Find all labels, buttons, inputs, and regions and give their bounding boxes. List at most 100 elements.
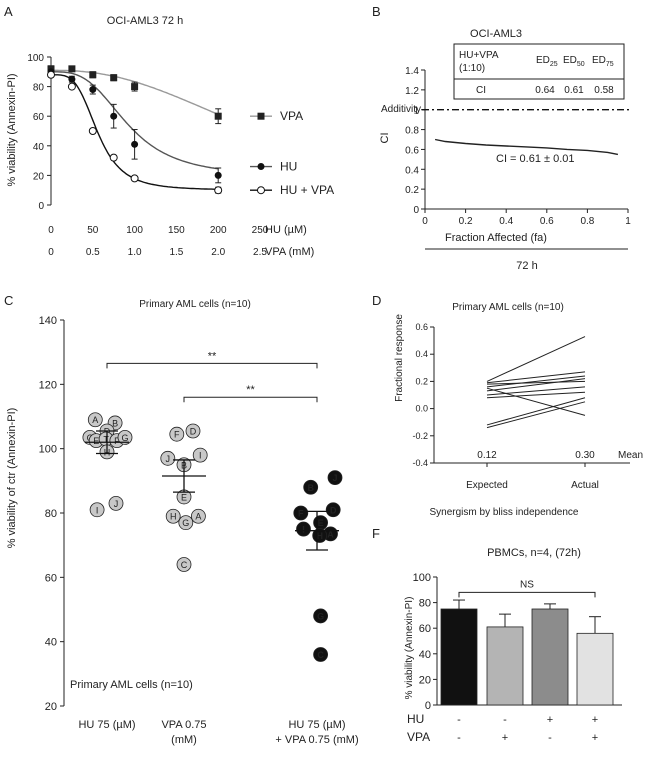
f-vpa-mark: + xyxy=(502,732,508,744)
c-point-label: B xyxy=(307,483,314,493)
chart-b-ylabel: CI xyxy=(379,133,391,144)
panel-b: B OCI-AML3 CI Fraction Affected (fa) 72 … xyxy=(372,4,631,272)
c-point-label: D xyxy=(190,426,197,436)
c-point xyxy=(296,521,311,537)
b-x-tick-label: 0.4 xyxy=(499,216,513,227)
a-x1-tick-label: 250 xyxy=(252,225,269,236)
c-point-label: B xyxy=(112,418,118,428)
c-point-label: I xyxy=(96,505,99,515)
c-point xyxy=(108,495,124,511)
c-point-label: J xyxy=(332,473,337,483)
d-y-tick-label: 0.6 xyxy=(415,322,428,332)
f-y-tick-label: 0 xyxy=(425,700,431,712)
d-x-tick-label: Expected xyxy=(466,480,508,491)
f-row-label-hu: HU xyxy=(407,712,424,726)
c-point xyxy=(169,426,185,442)
f-hu-mark: - xyxy=(503,714,507,726)
c-y-tick-label: 140 xyxy=(39,315,57,327)
c-point-label: G xyxy=(317,611,324,621)
f-row-label-vpa: VPA xyxy=(407,730,430,744)
a-point-filled xyxy=(89,86,97,94)
b-y-tick-label: 0.8 xyxy=(405,126,419,137)
d-y-tick-label: 0.4 xyxy=(415,349,428,359)
c-point xyxy=(165,508,181,524)
chart-f-ylabel: % viability (Annexin-PI) xyxy=(404,597,415,700)
d-y-tick-label: -0.2 xyxy=(412,431,428,441)
ci-table-header-0b: (1:10) xyxy=(459,63,485,74)
c-x-label: + VPA 0.75 (mM) xyxy=(275,734,358,746)
b-y-tick-label: 1 xyxy=(413,106,419,117)
c-point-label: C xyxy=(181,560,188,570)
c-point-label: E xyxy=(318,518,324,528)
d-pair-line xyxy=(486,378,586,392)
a-x2-tick-label: 1.5 xyxy=(169,247,183,258)
a-legend-marker xyxy=(257,112,265,120)
a-fit-curve xyxy=(51,69,219,116)
c-point xyxy=(190,508,206,524)
c-point-label: G xyxy=(182,518,189,528)
b-x-tick-label: 0 xyxy=(422,216,428,227)
ci-table-header-2: ED50 xyxy=(563,55,585,68)
a-y-tick-label: 40 xyxy=(33,142,45,153)
d-pair-line xyxy=(486,375,586,388)
chart-f-title: PBMCs, n=4, (72h) xyxy=(487,547,581,559)
d-y-tick-label: 0.2 xyxy=(415,376,428,386)
f-sig-label: NS xyxy=(520,579,534,590)
f-vpa-mark: - xyxy=(548,732,552,744)
c-point-label: E xyxy=(93,436,99,446)
chart-c-inner-label: Primary AML cells (n=10) xyxy=(70,679,193,691)
c-y-tick-label: 40 xyxy=(45,637,57,649)
d-x-tick-label: Actual xyxy=(571,480,599,491)
f-y-tick-label: 100 xyxy=(413,572,431,584)
a-point-square xyxy=(110,74,118,82)
c-point-label: E xyxy=(181,492,187,502)
panel-letter-b: B xyxy=(372,4,381,19)
f-hu-mark: + xyxy=(592,714,598,726)
d-pair-line xyxy=(486,387,586,416)
panel-letter-a: A xyxy=(4,4,13,19)
a-x1-tick-label: 200 xyxy=(210,225,227,236)
a-x2-tick-label: 0.5 xyxy=(86,247,100,258)
c-point-label: I xyxy=(199,451,202,461)
a-point-open xyxy=(47,70,55,79)
a-point-filled xyxy=(110,112,118,120)
f-hu-mark: - xyxy=(457,714,461,726)
c-point-label: F xyxy=(298,509,304,519)
a-point-open xyxy=(67,82,76,91)
b-y-tick-label: 0 xyxy=(413,205,419,216)
c-point-label: A xyxy=(327,529,334,539)
b-ci-curve xyxy=(434,138,619,156)
a-point-open xyxy=(109,153,118,162)
a-x2-tick-label: 2.0 xyxy=(211,247,225,258)
d-y-tick-label: -0.4 xyxy=(412,458,428,468)
c-point-label: J xyxy=(114,499,119,509)
d-mean-value: 0.30 xyxy=(575,450,595,461)
chart-b-title: OCI-AML3 xyxy=(470,28,522,40)
a-x2-tick-label: 2.5 xyxy=(253,247,267,258)
d-pair-line xyxy=(486,371,586,384)
chart-a-title: OCI-AML3 72 h xyxy=(107,15,183,27)
ci-table-row-label: CI xyxy=(476,85,486,96)
d-pair-line xyxy=(486,336,586,382)
a-x2-tick-label: 0 xyxy=(48,247,54,258)
chart-a-x1-label: HU (µM) xyxy=(265,224,307,236)
b-x-tick-label: 0.8 xyxy=(580,216,594,227)
panel-letter-c: C xyxy=(4,293,13,308)
c-sig-bracket xyxy=(106,362,318,369)
b-x-tick-label: 0.6 xyxy=(540,216,554,227)
a-x1-tick-label: 150 xyxy=(168,225,185,236)
c-point xyxy=(313,647,329,662)
a-x1-tick-label: 100 xyxy=(126,225,143,236)
c-y-tick-label: 60 xyxy=(45,572,57,584)
d-pair-line xyxy=(486,397,586,426)
c-point xyxy=(117,430,133,445)
c-point xyxy=(312,528,328,543)
chart-c-ylabel: % viability of ctr (Annexin-PI) xyxy=(6,408,18,549)
c-point xyxy=(87,412,103,428)
ci-table-header-1: ED25 xyxy=(536,55,558,68)
b-y-tick-label: 0.6 xyxy=(405,145,419,156)
chart-d-footer: Synergism by bliss independence xyxy=(430,507,579,518)
chart-b-annotation: CI = 0.61 ± 0.01 xyxy=(496,153,575,165)
panel-letter-d: D xyxy=(372,293,381,308)
